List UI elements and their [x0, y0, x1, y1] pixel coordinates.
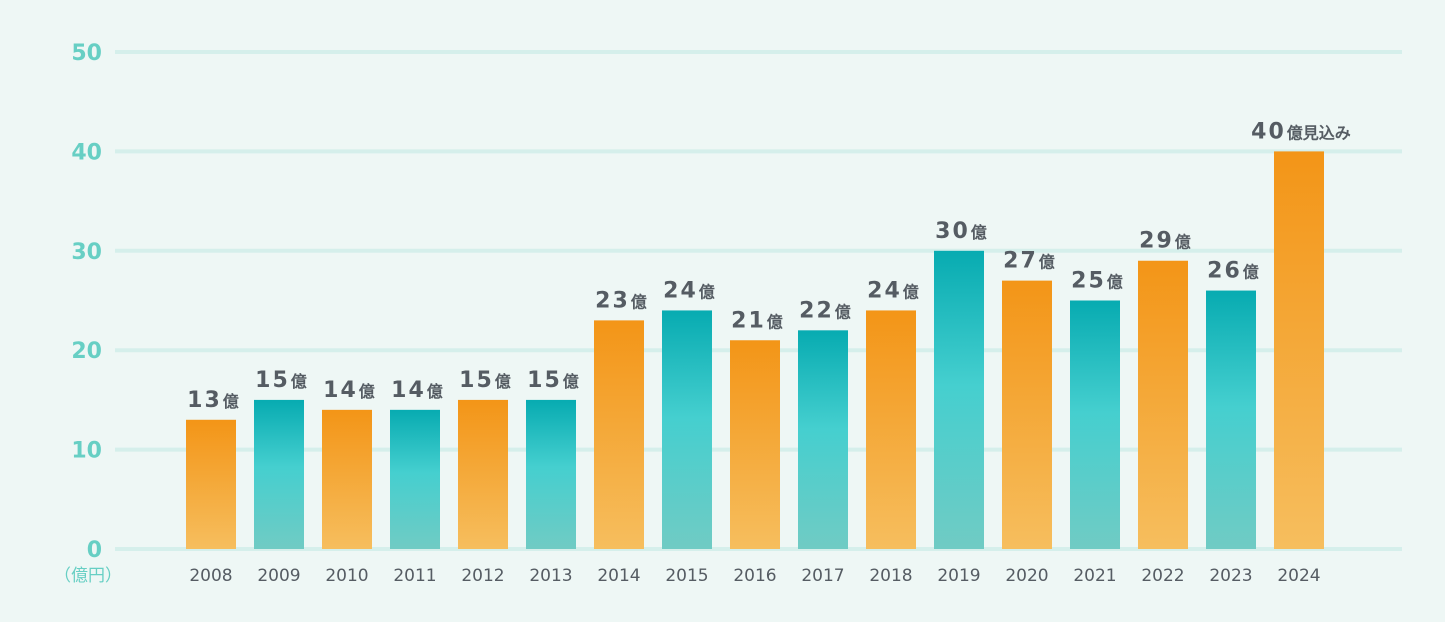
data-label-2013: 15億 [527, 368, 579, 393]
bar-2019 [934, 250, 984, 550]
x-tick-label: 2016 [733, 566, 776, 586]
data-label-2019: 30億 [935, 219, 987, 244]
x-tick-label: 2015 [665, 566, 708, 586]
bar-2020 [1002, 280, 1052, 549]
data-label-value: 24 [663, 278, 698, 303]
y-tick-label: 0 [87, 538, 102, 563]
bar-2008 [186, 419, 236, 549]
bar-2022 [1138, 260, 1188, 549]
data-label-unit: 億 [1243, 263, 1259, 282]
y-axis: 0 10 20 30 40 50 [71, 41, 102, 563]
data-label-unit: 億 [699, 282, 715, 301]
bars [186, 151, 1324, 550]
data-label-value: 14 [323, 378, 358, 403]
bar-2018 [866, 310, 916, 549]
x-tick-label: 2023 [1209, 566, 1252, 586]
x-tick-label: 2013 [529, 566, 572, 586]
data-label-unit: 億見込み [1287, 123, 1351, 142]
x-tick-label: 2022 [1141, 566, 1184, 586]
data-label-2023: 26億 [1207, 259, 1259, 284]
data-label-value: 15 [527, 368, 562, 393]
data-label-value: 24 [867, 278, 902, 303]
x-tick-label: 2019 [937, 566, 980, 586]
y-tick-label: 50 [71, 41, 102, 66]
bar-2023 [1206, 290, 1256, 549]
data-label-value: 21 [731, 308, 766, 333]
y-tick-label: 10 [71, 439, 102, 464]
data-label-unit: 億 [767, 312, 783, 331]
bar-2015 [662, 310, 712, 549]
data-label-2020: 27億 [1003, 249, 1055, 274]
data-label-unit: 億 [631, 292, 647, 311]
data-label-unit: 億 [835, 302, 851, 321]
data-label-unit: 億 [291, 372, 307, 391]
data-label-2018: 24億 [867, 278, 919, 303]
y-tick-label: 40 [71, 140, 102, 165]
data-label-2021: 25億 [1071, 269, 1123, 294]
data-label-value: 23 [595, 288, 630, 313]
x-tick-label: 2009 [257, 566, 300, 586]
data-label-2022: 29億 [1139, 229, 1191, 254]
data-label-2015: 24億 [663, 278, 715, 303]
data-label-unit: 億 [563, 372, 579, 391]
x-tick-label: 2021 [1073, 566, 1116, 586]
data-label-value: 13 [187, 388, 222, 413]
data-label-unit: 億 [1175, 233, 1191, 252]
data-label-2008: 13億 [187, 388, 239, 413]
data-label-2010: 14億 [323, 378, 375, 403]
data-label-unit: 億 [223, 392, 239, 411]
data-label-value: 22 [799, 298, 834, 323]
data-label-2016: 21億 [731, 308, 783, 333]
data-label-unit: 億 [971, 223, 987, 242]
x-tick-label: 2011 [393, 566, 436, 586]
y-tick-label: 20 [71, 339, 102, 364]
data-label-value: 40 [1251, 119, 1286, 144]
data-label-unit: 億 [1107, 273, 1123, 292]
x-tick-label: 2020 [1005, 566, 1048, 586]
bar-2009 [254, 399, 304, 549]
data-label-unit: 億 [903, 282, 919, 301]
x-tick-label: 2017 [801, 566, 844, 586]
data-label-2012: 15億 [459, 368, 511, 393]
y-tick-label: 30 [71, 240, 102, 265]
bar-2016 [730, 340, 780, 549]
x-axis: 2008 2009 2010 2011 2012 2013 2014 2015 2016 2017… [189, 566, 1320, 586]
data-label-value: 29 [1139, 229, 1174, 254]
data-label-2017: 22億 [799, 298, 851, 323]
x-tick-label: 2010 [325, 566, 368, 586]
data-label-value: 14 [391, 378, 426, 403]
bar-2017 [798, 330, 848, 549]
bar-2011 [390, 409, 440, 549]
bar-2010 [322, 409, 372, 549]
data-label-unit: 億 [427, 382, 443, 401]
data-label-unit: 億 [1039, 253, 1055, 272]
data-label-value: 15 [255, 368, 290, 393]
data-label-2011: 14億 [391, 378, 443, 403]
bar-2014 [594, 320, 644, 549]
x-tick-label: 2012 [461, 566, 504, 586]
x-tick-label: 2018 [869, 566, 912, 586]
data-label-unit: 億 [495, 372, 511, 391]
data-label-value: 26 [1207, 259, 1242, 284]
data-label-value: 15 [459, 368, 494, 393]
bar-2024 [1274, 151, 1324, 549]
x-tick-label: 2014 [597, 566, 640, 586]
y-axis-label: （億円） [54, 566, 122, 586]
data-label-2024: 40億見込み [1251, 119, 1351, 144]
bar-2013 [526, 399, 576, 549]
data-label-2009: 15億 [255, 368, 307, 393]
data-label-value: 30 [935, 219, 970, 244]
data-label-value: 27 [1003, 249, 1038, 274]
data-label-2014: 23億 [595, 288, 647, 313]
x-tick-label: 2024 [1277, 566, 1320, 586]
bar-2012 [458, 399, 508, 549]
x-tick-label: 2008 [189, 566, 232, 586]
bar-2021 [1070, 300, 1120, 549]
data-label-unit: 億 [359, 382, 375, 401]
data-label-value: 25 [1071, 269, 1106, 294]
